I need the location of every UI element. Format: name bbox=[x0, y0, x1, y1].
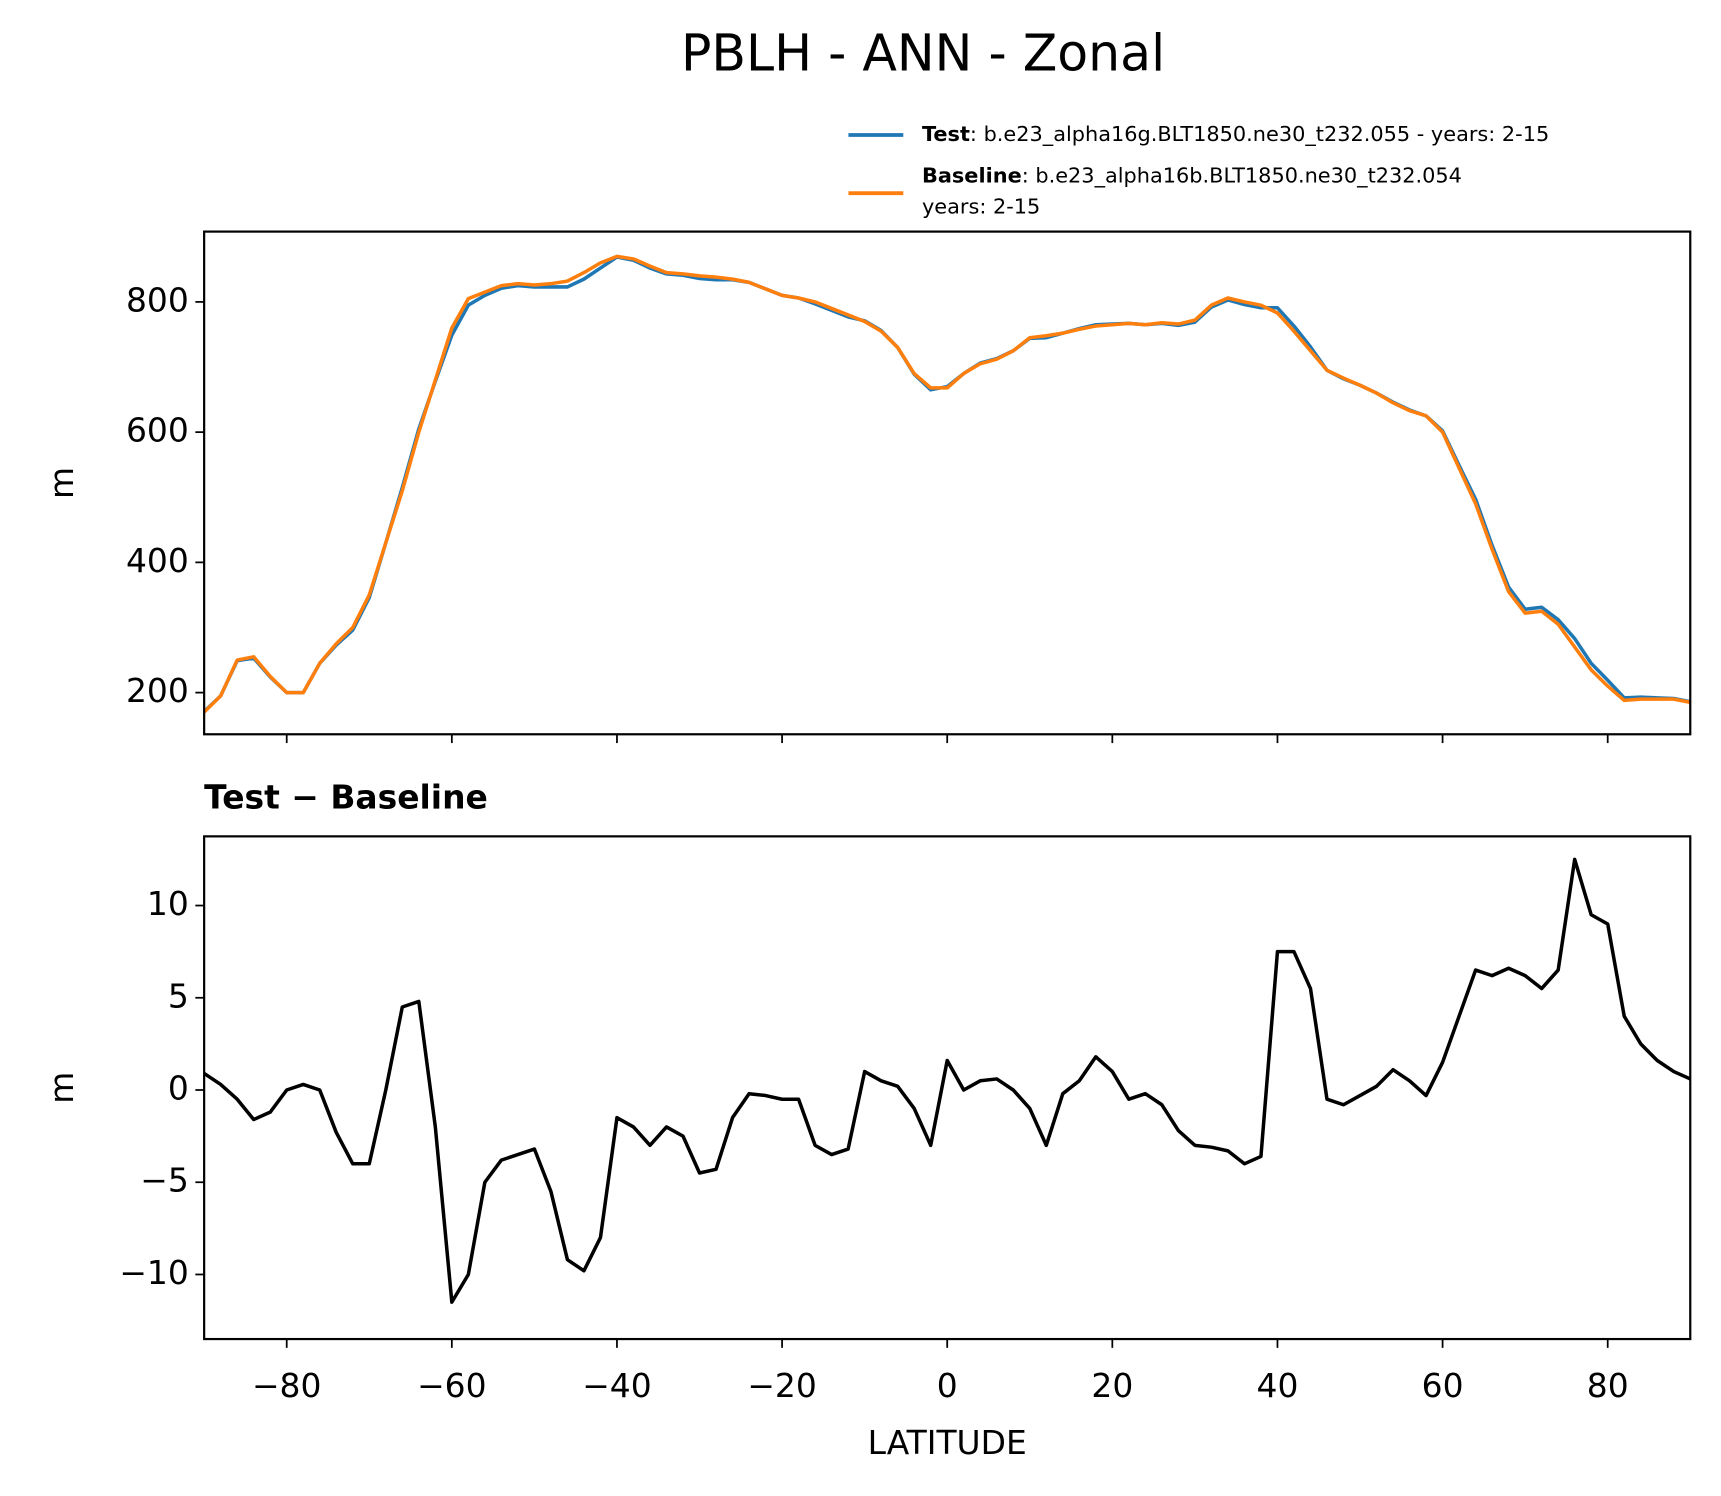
y-tick-label: 400 bbox=[126, 541, 189, 580]
y-tick-label: 5 bbox=[168, 976, 189, 1015]
x-tick-label: 0 bbox=[937, 1366, 958, 1405]
plot-area bbox=[204, 857, 1691, 1304]
plot-area bbox=[204, 254, 1691, 714]
x-tick-label: 80 bbox=[1587, 1366, 1629, 1405]
axes-frame bbox=[203, 835, 1692, 1341]
legend-name: Test bbox=[922, 122, 970, 146]
chart-title: PBLH - ANN - Zonal bbox=[681, 24, 1165, 83]
x-tick-label: 20 bbox=[1091, 1366, 1133, 1405]
y-tick-label: 600 bbox=[126, 411, 189, 450]
legend-label: Test: b.e23_alpha16g.BLT1850.ne30_t232.0… bbox=[922, 122, 1549, 147]
legend-name: Baseline bbox=[922, 164, 1022, 188]
y-tick-label: 200 bbox=[126, 671, 189, 710]
y-tick-label: −5 bbox=[140, 1161, 189, 1200]
x-tick-label: −20 bbox=[747, 1366, 816, 1405]
x-tick-label: 40 bbox=[1257, 1366, 1299, 1405]
y-tick-label: 10 bbox=[147, 884, 189, 923]
legend-description: : b.e23_alpha16b.BLT1850.ne30_t232.054 bbox=[1022, 164, 1462, 189]
y-axis-label: m bbox=[42, 467, 81, 499]
legend-description: years: 2-15 bbox=[922, 194, 1040, 218]
x-tick-label: −40 bbox=[582, 1366, 651, 1405]
legend-description: : b.e23_alpha16g.BLT1850.ne30_t232.055 -… bbox=[970, 122, 1549, 147]
y-axis-label: m bbox=[42, 1072, 81, 1104]
y-tick-label: 0 bbox=[168, 1069, 189, 1108]
subplot-title: Test − Baseline bbox=[204, 778, 488, 817]
x-tick-label: −60 bbox=[417, 1366, 486, 1405]
y-tick-label: 800 bbox=[126, 280, 189, 319]
x-tick-label: −80 bbox=[252, 1366, 321, 1405]
x-tick-label: 60 bbox=[1422, 1366, 1464, 1405]
legend-label: Baseline: b.e23_alpha16b.BLT1850.ne30_t2… bbox=[922, 164, 1462, 189]
x-axis-label: LATITUDE bbox=[868, 1423, 1027, 1462]
data-line bbox=[204, 254, 1691, 714]
data-line bbox=[204, 857, 1691, 1304]
y-tick-label: −10 bbox=[119, 1253, 188, 1292]
